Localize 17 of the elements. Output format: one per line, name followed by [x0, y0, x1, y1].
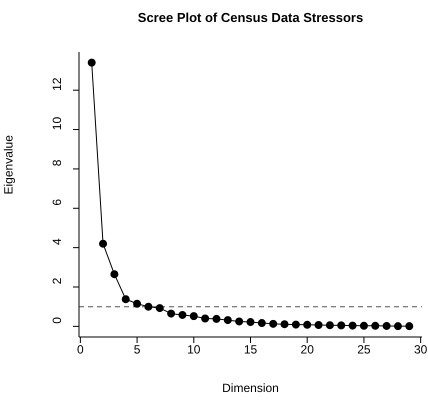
y-tick-label: 0	[50, 316, 64, 324]
x-tick-label: 20	[300, 342, 314, 357]
y-tick-label: 12	[50, 77, 64, 91]
x-tick-label: 25	[357, 342, 371, 357]
y-tick-label: 8	[50, 159, 64, 166]
x-axis-title: Dimension	[222, 381, 279, 395]
x-tick-label: 15	[244, 342, 258, 357]
x-tick-label: 10	[187, 342, 201, 357]
y-tick-label: 2	[50, 277, 64, 284]
x-tick-label: 30	[414, 342, 428, 357]
x-tick-label: 0	[77, 342, 84, 357]
y-tick-label: 6	[50, 198, 64, 206]
y-axis-title: Eigenvalue	[1, 134, 16, 194]
x-tick-label: 5	[134, 342, 141, 357]
y-tick-label: 4	[50, 238, 64, 245]
chart-title: Scree Plot of Census Data Stressors	[136, 10, 364, 25]
y-tick-label: 10	[50, 116, 64, 130]
